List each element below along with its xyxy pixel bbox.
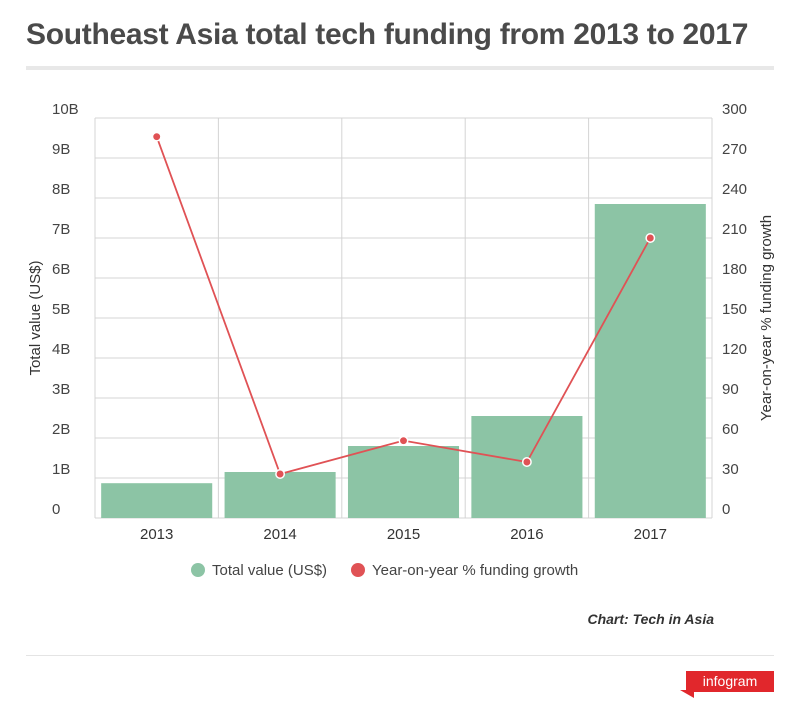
y2-axis-title: Year-on-year % funding growth xyxy=(758,215,775,421)
growth-point xyxy=(521,457,532,467)
bar xyxy=(347,446,460,518)
brand-badge-tail xyxy=(680,690,694,698)
x-tick-label: 2014 xyxy=(263,526,296,543)
x-tick-label: 2016 xyxy=(510,526,543,543)
growth-point xyxy=(275,469,286,479)
y2-tick-label: 30 xyxy=(722,461,739,478)
y2-tick-label: 150 xyxy=(722,301,747,318)
y2-tick-label: 210 xyxy=(722,221,747,238)
legend-label-total-value: Total value (US$) xyxy=(212,562,327,579)
y-tick-label: 10B xyxy=(52,101,79,118)
y2-tick-label: 60 xyxy=(722,421,739,438)
bar xyxy=(594,204,706,518)
y-tick-label: 6B xyxy=(52,261,70,278)
title-divider xyxy=(26,66,774,70)
y2-tick-label: 120 xyxy=(722,341,747,358)
combo-chart: 0 1B 2B 3B 4B 5B 6B 7B 8B 9B 10B 0 30 60 90 120 150 180 21… xyxy=(27,101,775,579)
y-tick-label: 4B xyxy=(52,341,70,358)
legend-label-growth: Year-on-year % funding growth xyxy=(372,562,578,579)
y-tick-label: 8B xyxy=(52,181,70,198)
legend-marker-total-value xyxy=(191,563,205,577)
chart-source: Chart: Tech in Asia xyxy=(587,611,714,627)
bar xyxy=(224,472,336,518)
x-tick-label: 2013 xyxy=(140,526,173,543)
y-tick-label: 0 xyxy=(52,501,60,518)
chart-title: Southeast Asia total tech funding from 2… xyxy=(26,18,749,51)
y-tick-label: 1B xyxy=(52,461,70,478)
y-tick-label: 9B xyxy=(52,141,70,158)
growth-point xyxy=(398,435,409,446)
y2-tick-label: 240 xyxy=(722,181,747,198)
y2-tick-label: 300 xyxy=(722,101,747,118)
bar xyxy=(101,483,213,518)
growth-point xyxy=(151,131,162,142)
y2-tick-label: 90 xyxy=(722,381,739,398)
infogram-badge[interactable]: infogram xyxy=(686,671,774,692)
y2-tick-label: 270 xyxy=(722,141,747,158)
bar xyxy=(471,416,583,518)
x-tick-label: 2015 xyxy=(387,526,420,543)
footer-divider xyxy=(26,655,774,656)
y-axis-title: Total value (US$) xyxy=(27,260,44,375)
y-tick-label: 7B xyxy=(52,221,70,238)
x-tick-label: 2017 xyxy=(634,526,667,543)
y-tick-label: 3B xyxy=(52,381,70,398)
legend-marker-growth xyxy=(351,563,365,577)
y2-tick-label: 180 xyxy=(722,261,747,278)
y-tick-label: 5B xyxy=(52,301,70,318)
y2-tick-label: 0 xyxy=(722,501,730,518)
growth-point xyxy=(645,233,656,243)
y-tick-label: 2B xyxy=(52,421,70,438)
